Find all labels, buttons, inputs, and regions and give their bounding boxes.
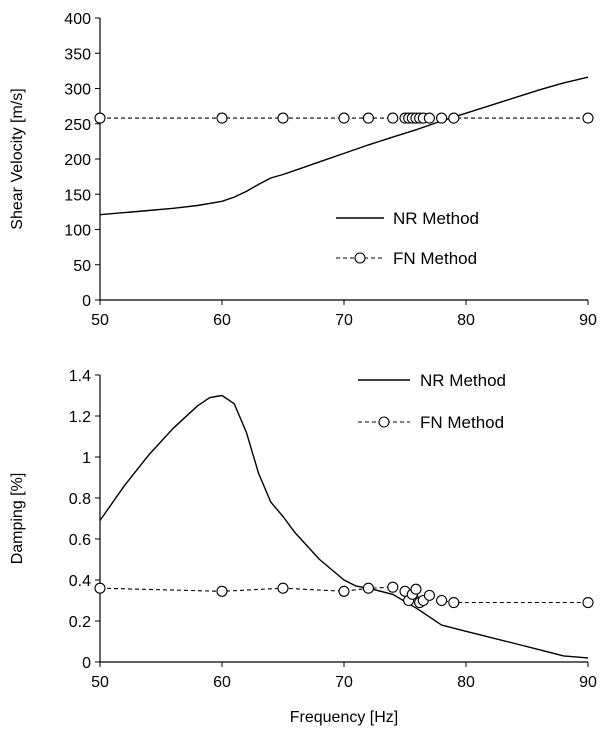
damping-fn-method-point bbox=[338, 585, 350, 597]
velocity-fn-method-point bbox=[277, 112, 289, 124]
velocity-fn-method-point bbox=[448, 112, 460, 124]
damping-fn-method-point bbox=[423, 589, 435, 601]
velocity-y-tick-label: 150 bbox=[64, 187, 91, 204]
damping-fn-method-point bbox=[216, 585, 228, 597]
damping-legend-fn-method-marker bbox=[378, 416, 390, 428]
damping-legend-nr-method-label: NR Method bbox=[420, 371, 506, 390]
velocity-y-tick-label: 300 bbox=[64, 82, 91, 99]
velocity-fn-method-point bbox=[582, 112, 594, 124]
velocity-legend-nr-method-label: NR Method bbox=[393, 209, 479, 228]
damping-x-tick-label: 60 bbox=[213, 674, 231, 691]
velocity-y-tick-label: 250 bbox=[64, 117, 91, 134]
velocity-legend-fn-method-marker bbox=[354, 252, 366, 264]
damping-y-tick-label: 0.2 bbox=[69, 614, 91, 631]
damping-y-tick-label: 1.2 bbox=[69, 409, 91, 426]
velocity-fn-method-point bbox=[338, 112, 350, 124]
velocity-fn-method-point bbox=[423, 112, 435, 124]
velocity-y-axis-label: Shear Velocity [m/s] bbox=[9, 88, 26, 229]
damping-fn-method-point bbox=[436, 594, 448, 607]
damping-fn-method-line bbox=[99, 586, 588, 604]
damping-fn-method-point bbox=[448, 596, 460, 609]
velocity-fn-method-point bbox=[362, 112, 374, 124]
velocity-x-tick-label: 80 bbox=[457, 312, 475, 329]
velocity-legend-fn-method-label: FN Method bbox=[393, 249, 477, 268]
velocity-y-tick-label: 0 bbox=[82, 293, 91, 310]
damping-x-tick-label: 70 bbox=[335, 674, 353, 691]
damping-fn-method-point bbox=[582, 596, 594, 609]
damping-nr-method-line bbox=[99, 394, 589, 659]
velocity-y-tick-label: 200 bbox=[64, 152, 91, 169]
velocity-fn-method-point bbox=[436, 112, 448, 124]
velocity-x-tick-label: 90 bbox=[579, 312, 597, 329]
damping-y-tick-label: 0.4 bbox=[69, 573, 91, 590]
velocity-fn-method-point bbox=[387, 112, 399, 124]
velocity-x-tick-label: 50 bbox=[91, 312, 109, 329]
damping-fn-method-point bbox=[362, 582, 374, 594]
damping-y-tick-label: 1 bbox=[82, 450, 91, 467]
damping-fn-method-point bbox=[94, 582, 106, 594]
damping-x-tick-label: 50 bbox=[91, 674, 109, 691]
damping-y-tick-label: 0 bbox=[82, 655, 91, 672]
velocity-y-tick-label: 50 bbox=[73, 258, 91, 275]
velocity-x-tick-label: 70 bbox=[335, 312, 353, 329]
damping-fn-method-point bbox=[277, 582, 289, 594]
velocity-fn-method-point bbox=[94, 112, 106, 124]
damping-x-axis-label: Frequency [Hz] bbox=[290, 709, 398, 726]
damping-x-tick-label: 80 bbox=[457, 674, 475, 691]
damping-y-tick-label: 0.6 bbox=[69, 532, 91, 549]
damping-y-axis-label: Damping [%] bbox=[9, 473, 26, 565]
damping-fn-method-point bbox=[387, 581, 399, 593]
damping-legend-fn-method-label: FN Method bbox=[420, 413, 504, 432]
velocity-y-tick-label: 100 bbox=[64, 223, 91, 240]
damping-y-tick-label: 0.8 bbox=[69, 491, 91, 508]
velocity-nr-method-line bbox=[99, 76, 589, 216]
velocity-fn-method-point bbox=[216, 112, 228, 124]
damping-chart: 0 0.2 0.4 0.6 0.8 1 1.2 1.4 50 60 70 80 90 Damping [%… bbox=[9, 368, 597, 726]
damping-y-tick-label: 1.4 bbox=[69, 368, 91, 385]
damping-x-tick-label: 90 bbox=[579, 674, 597, 691]
velocity-x-tick-label: 60 bbox=[213, 312, 231, 329]
velocity-y-tick-label: 350 bbox=[64, 46, 91, 63]
damping-fn-method-point bbox=[410, 583, 422, 595]
velocity-y-tick-label: 400 bbox=[64, 11, 91, 28]
